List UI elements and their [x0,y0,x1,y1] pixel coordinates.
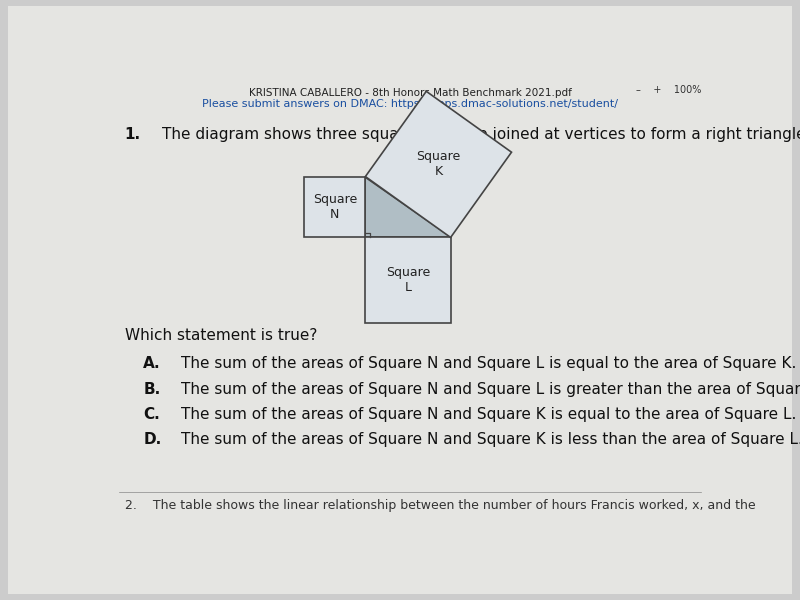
Polygon shape [305,176,366,238]
Text: B.: B. [143,382,161,397]
Text: The sum of the areas of Square N and Square L is greater than the area of Square: The sum of the areas of Square N and Squ… [181,382,800,397]
Polygon shape [366,238,450,323]
Text: The sum of the areas of Square N and Square K is less than the area of Square L.: The sum of the areas of Square N and Squ… [181,433,800,448]
Text: Please submit answers on DMAC: https://apps.dmac-solutions.net/student/: Please submit answers on DMAC: https://a… [202,99,618,109]
Text: 2.    The table shows the linear relationship between the number of hours Franci: 2. The table shows the linear relationsh… [125,499,755,512]
Text: Square
K: Square K [416,151,461,178]
Text: 1.: 1. [125,127,141,142]
Text: Square
N: Square N [313,193,357,221]
Text: The sum of the areas of Square N and Square L is equal to the area of Square K.: The sum of the areas of Square N and Squ… [181,356,796,371]
Polygon shape [366,91,511,238]
Polygon shape [366,176,450,238]
Text: KRISTINA CABALLERO - 8th Honors Math Benchmark 2021.pdf: KRISTINA CABALLERO - 8th Honors Math Ben… [249,88,571,98]
Text: Which statement is true?: Which statement is true? [125,328,317,343]
Text: –    +    100%: – + 100% [636,85,702,95]
Text: C.: C. [143,407,160,422]
Text: The sum of the areas of Square N and Square K is equal to the area of Square L.: The sum of the areas of Square N and Squ… [181,407,796,422]
Text: D.: D. [143,433,162,448]
Text: Square
L: Square L [386,266,430,294]
Text: The diagram shows three squares that are joined at vertices to form a right tria: The diagram shows three squares that are… [162,127,800,142]
Text: A.: A. [143,356,161,371]
